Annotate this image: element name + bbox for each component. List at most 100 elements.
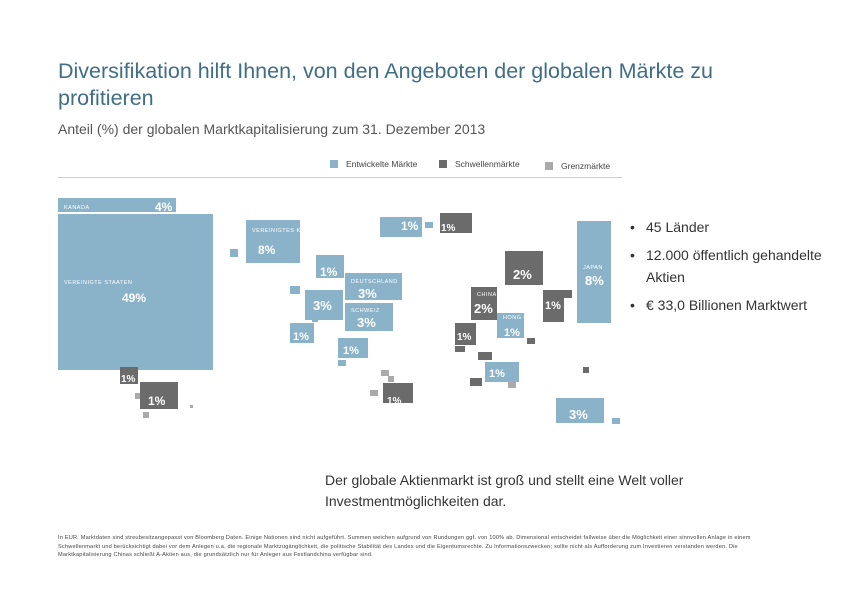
legend-item-frontier: Grenzmärkte (545, 161, 610, 171)
market-tile-small (470, 378, 482, 386)
market-tile-rect (440, 213, 472, 233)
market-tile-name: CHINA (477, 292, 497, 298)
market-tile: 1% (440, 213, 472, 234)
market-tile-value: 1% (504, 327, 520, 339)
market-tile-rect (338, 338, 368, 358)
market-tile-small (190, 405, 193, 408)
market-tile-small (230, 249, 238, 257)
market-tile-value: 4% (155, 200, 173, 214)
market-tile-small (455, 346, 465, 352)
market-tile-rect (58, 198, 176, 212)
market-tile-rect (316, 255, 344, 278)
legend-item-developed: Entwickelte Märkte (330, 159, 417, 169)
market-tile-value: 1% (441, 223, 456, 234)
market-tile: 1% (338, 338, 368, 358)
market-tile-rect (505, 251, 543, 285)
market-tile-name: VEREINIGTE STAATEN (64, 280, 132, 286)
market-tile-name: HONG KONG (503, 315, 542, 321)
legend-label-frontier: Grenzmärkte (561, 161, 611, 171)
page-title: Diversifikation hilft Ihnen, von den Ang… (58, 59, 713, 110)
market-tile-value: 2% (474, 301, 493, 316)
tagline: Der globale Aktienmarkt ist groß und ste… (325, 472, 684, 509)
market-tile-rect (120, 367, 138, 384)
legend-item-emerging: Schwellenmärkte (439, 159, 520, 169)
market-tile: 2% (505, 251, 543, 285)
market-tile-value: 3% (569, 407, 588, 422)
market-tile-rect (345, 273, 402, 300)
legend-divider (58, 177, 622, 178)
market-tile: KANADA 4% (58, 198, 176, 214)
market-tile-rect (577, 221, 611, 323)
market-tile-small (290, 286, 300, 294)
market-tile: 1% (120, 367, 138, 385)
market-tile-name: SCHWEIZ (351, 308, 380, 314)
market-tile: JAPAN 8% (577, 221, 611, 323)
legend-label-developed: Entwickelte Märkte (346, 159, 418, 169)
market-tile-name: VEREINIGTES KÖNIGREICH (252, 227, 336, 234)
market-tile-rect (58, 214, 213, 370)
market-tile-name: JAPAN (583, 265, 603, 271)
market-tile-rect (140, 382, 178, 409)
market-tile-value: 3% (357, 315, 376, 330)
market-tile-rect (380, 217, 422, 237)
chart-subtitle: Anteil (%) der globalen Marktkapitalisie… (58, 121, 486, 137)
key-facts-list: 45 Länder 12.000 öffentlich gehandelte A… (628, 216, 828, 322)
market-tile: HONG KONG 1% (497, 313, 542, 339)
fact-stocks: 12.000 öffentlich gehandelte Aktien (628, 244, 828, 288)
market-tile: 3% (305, 290, 343, 320)
market-tile-small (381, 370, 389, 376)
market-tile-small (508, 382, 516, 388)
market-tile-rect (383, 383, 413, 403)
market-tile-value: 1% (489, 368, 505, 380)
market-tile-rect (305, 290, 343, 320)
market-tile-small (583, 367, 589, 373)
market-tile-name: KANADA (64, 205, 90, 211)
market-tile-value: 3% (358, 286, 377, 301)
market-tile-rect (345, 303, 393, 331)
market-tile-rect (246, 220, 300, 263)
market-tile: 1% (290, 323, 314, 343)
market-tile-rect (556, 398, 604, 423)
legend-swatch-emerging (439, 160, 447, 168)
market-tile-rect (497, 313, 524, 338)
market-tile: 1% (140, 382, 178, 409)
market-tile: VEREINIGTE STAATEN 49% (58, 214, 213, 370)
market-tile-value: 1% (387, 396, 402, 407)
market-tile-value: 1% (320, 265, 338, 279)
market-tile-rect (543, 290, 564, 322)
market-tile: 1% (455, 323, 476, 345)
market-tile-value: 2% (513, 267, 532, 282)
market-tile: 1% (485, 362, 519, 382)
market-tile-rect (471, 287, 497, 320)
legend-swatch-frontier (545, 162, 553, 170)
market-tile-rect (290, 323, 314, 343)
legend-swatch-developed (330, 160, 338, 168)
fact-market-value: € 33,0 Billionen Marktwert (628, 294, 828, 316)
market-tile-small (370, 390, 378, 396)
market-tile-value: 3% (313, 298, 332, 313)
market-tile-value: 8% (258, 243, 276, 257)
market-tile-small (564, 290, 572, 298)
market-tile-value: 1% (343, 345, 359, 357)
chart-legend: Entwickelte Märkte Schwellenmärkte Grenz… (0, 159, 842, 175)
market-tile-value: 1% (148, 394, 166, 408)
market-tile-value: 1% (545, 300, 561, 312)
market-tile-small (143, 412, 149, 418)
market-tile: CHINA 2% (471, 287, 497, 320)
market-tile: 1% (383, 383, 413, 407)
market-tile: 1% (316, 255, 344, 279)
market-tile: VEREINIGTES KÖNIGREICH 8% (246, 220, 336, 263)
market-tile-small (388, 376, 394, 382)
market-tile-value: 1% (457, 332, 472, 343)
market-tile-small (527, 338, 535, 344)
market-tile: 1% (380, 217, 422, 237)
legend-label-emerging: Schwellenmärkte (455, 159, 520, 169)
market-tile-value: 1% (121, 374, 136, 385)
market-tile: 3% (556, 398, 604, 423)
market-tile-value: 49% (122, 291, 146, 305)
market-tile: 1% (543, 290, 564, 322)
market-tile-small (338, 360, 346, 366)
